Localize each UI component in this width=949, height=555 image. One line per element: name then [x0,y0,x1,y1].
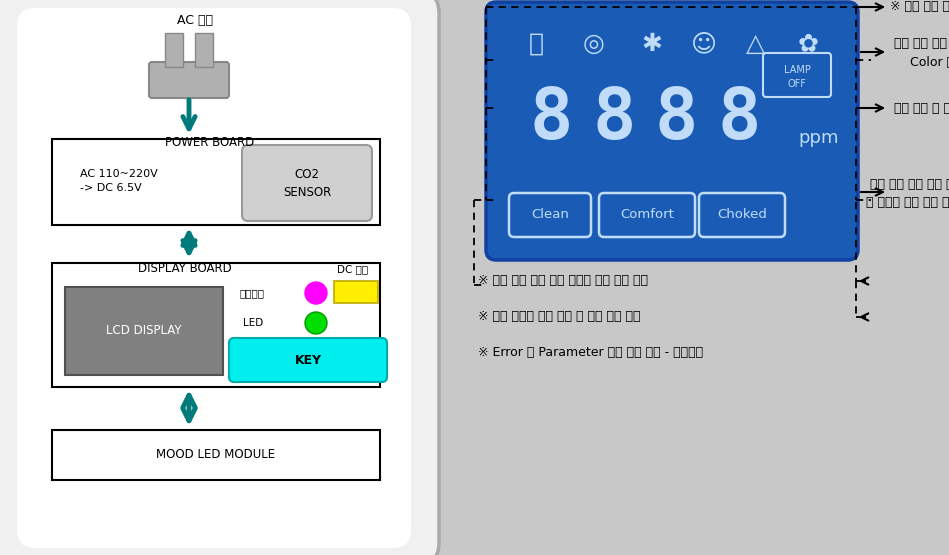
Text: LCD DISPLAY: LCD DISPLAY [106,325,182,337]
Text: LAMP: LAMP [784,65,810,75]
Text: 8: 8 [717,85,761,154]
Text: Choked: Choked [717,209,767,221]
Text: Comfort: Comfort [620,209,674,221]
FancyBboxPatch shape [486,2,858,260]
Text: LED: LED [243,318,263,328]
Text: 실내 공기 질에 따른 공기 질 상태 표시: 실내 공기 질에 따른 공기 질 상태 표시 [866,178,949,190]
Text: Color 변화 구현: Color 변화 구현 [910,56,949,68]
Text: 8: 8 [654,85,698,154]
Bar [195,33,213,67]
FancyBboxPatch shape [699,193,785,237]
Text: 및 사용자 지정 환기 기준 농도 설정 기능 구현: 및 사용자 지정 환기 기준 농도 설정 기능 구현 [866,195,949,209]
Text: ※ 센서 교체 시기 표시 기능 구현: ※ 센서 교체 시기 표시 기능 구현 [890,1,949,13]
FancyBboxPatch shape [149,62,229,98]
Text: 8: 8 [530,85,573,154]
Text: DISPLAY BOARD: DISPLAY BOARD [139,263,232,275]
Text: ✿: ✿ [797,32,818,56]
Text: Clean: Clean [531,209,569,221]
Text: ⧵: ⧵ [529,32,544,56]
Text: ◎: ◎ [583,32,605,56]
Text: 조도센서: 조도센서 [240,288,265,298]
Text: ※ 실내 공기 질에 따른 아이콘 변화 표시 구현: ※ 실내 공기 질에 따른 아이콘 변화 표시 구현 [478,275,648,287]
FancyBboxPatch shape [229,338,387,382]
Text: ☺: ☺ [691,32,717,56]
Text: ※ Error 및 Parameter 주입 기능 구현 - 개발자용: ※ Error 및 Parameter 주입 기능 구현 - 개발자용 [478,346,703,360]
Text: 실내 공기 질에 따른 LCD Back-Light: 실내 공기 질에 따른 LCD Back-Light [890,38,949,51]
Text: POWER BOARD: POWER BOARD [165,137,254,149]
FancyBboxPatch shape [599,193,695,237]
FancyBboxPatch shape [17,8,411,548]
Text: KEY: KEY [294,354,322,366]
Bar [334,281,378,303]
Bar [52,263,380,387]
Text: DC 입력: DC 입력 [338,264,368,274]
Circle shape [305,312,327,334]
FancyBboxPatch shape [0,0,439,555]
FancyBboxPatch shape [242,145,372,221]
FancyBboxPatch shape [509,193,591,237]
Circle shape [305,282,327,304]
Text: MOOD LED MODULE: MOOD LED MODULE [157,448,275,462]
Bar [165,33,183,67]
Text: ✱: ✱ [642,32,662,56]
Text: ※ 조도 센서에 의한 무드 등 설정 기능 구현: ※ 조도 센서에 의한 무드 등 설정 기능 구현 [478,310,641,324]
Text: AC 110~220V
-> DC 6.5V: AC 110~220V -> DC 6.5V [80,169,158,193]
Text: 실내 공기 질 수치 표시 구현: 실내 공기 질 수치 표시 구현 [890,102,949,114]
Text: ppm: ppm [798,129,839,147]
Bar [52,430,380,480]
Text: CO2
SENSOR: CO2 SENSOR [283,168,331,199]
FancyBboxPatch shape [763,53,831,97]
Text: AC 입력: AC 입력 [177,13,213,27]
Bar [52,139,380,225]
Bar [65,287,223,375]
Text: △: △ [746,32,766,56]
Text: 8: 8 [592,85,636,154]
Text: OFF: OFF [788,79,807,89]
